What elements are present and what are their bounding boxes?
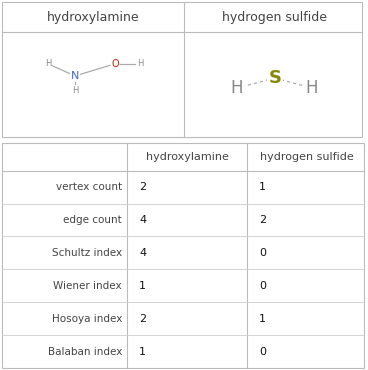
Text: hydrogen sulfide: hydrogen sulfide: [223, 11, 328, 24]
Text: H: H: [231, 79, 243, 97]
Text: Balaban index: Balaban index: [47, 347, 122, 357]
Text: 4: 4: [139, 248, 146, 258]
Text: H: H: [306, 79, 318, 97]
Text: 2: 2: [139, 314, 146, 324]
Text: N: N: [71, 71, 79, 81]
Text: Schultz index: Schultz index: [52, 248, 122, 258]
Text: vertex count: vertex count: [56, 182, 122, 192]
Text: 2: 2: [139, 182, 146, 192]
Text: 4: 4: [139, 215, 146, 225]
Text: Wiener index: Wiener index: [53, 281, 122, 291]
Text: O: O: [111, 59, 119, 69]
Text: hydrogen sulfide: hydrogen sulfide: [260, 152, 353, 162]
Text: 0: 0: [259, 347, 266, 357]
Text: H: H: [72, 85, 78, 95]
Text: 0: 0: [259, 248, 266, 258]
Text: edge count: edge count: [63, 215, 122, 225]
Text: 0: 0: [259, 281, 266, 291]
Text: Hosoya index: Hosoya index: [52, 314, 122, 324]
Text: 1: 1: [139, 281, 146, 291]
Text: H: H: [45, 59, 51, 68]
Text: hydroxylamine: hydroxylamine: [47, 11, 139, 24]
Text: hydroxylamine: hydroxylamine: [146, 152, 229, 162]
Text: S: S: [269, 69, 282, 87]
Text: H: H: [137, 59, 143, 68]
Text: 1: 1: [259, 314, 266, 324]
Text: 1: 1: [139, 347, 146, 357]
Text: 2: 2: [259, 215, 266, 225]
Text: 1: 1: [259, 182, 266, 192]
